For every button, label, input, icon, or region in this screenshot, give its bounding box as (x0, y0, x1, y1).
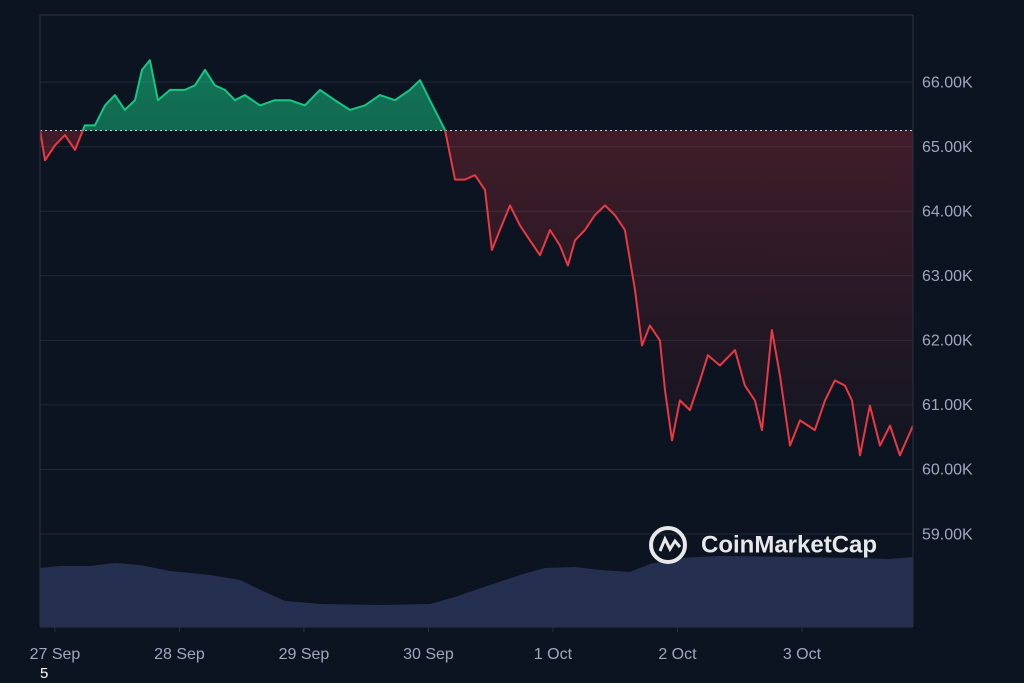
x-tick-label: 2 Oct (658, 646, 697, 663)
y-tick-label: 65.00K (922, 139, 973, 156)
price-line-down (40, 130, 913, 457)
y-tick-label: 63.00K (922, 268, 973, 285)
volume-area (40, 556, 913, 627)
y-tick-label: 61.00K (922, 397, 973, 414)
y-tick-label: 59.00K (922, 526, 973, 543)
x-tick-label: 27 Sep (30, 646, 81, 663)
y-tick-label: 62.00K (922, 333, 973, 350)
watermark: CoinMarketCap (701, 531, 877, 558)
area-down (40, 130, 913, 456)
x-tick-label: 30 Sep (403, 646, 454, 663)
x-tick-label: 28 Sep (154, 646, 205, 663)
watermark-logo (649, 526, 687, 564)
y-tick-label: 60.00K (922, 462, 973, 479)
price-line-up (40, 59, 447, 131)
x-tick-label: 29 Sep (279, 646, 330, 663)
x-tick-label: 1 Oct (534, 646, 573, 663)
x-tick-label: 3 Oct (783, 646, 822, 663)
y-tick-label: 64.00K (922, 203, 973, 220)
footnote: 5 (40, 665, 48, 682)
area-up (40, 60, 446, 131)
y-tick-label: 66.00K (922, 74, 973, 91)
